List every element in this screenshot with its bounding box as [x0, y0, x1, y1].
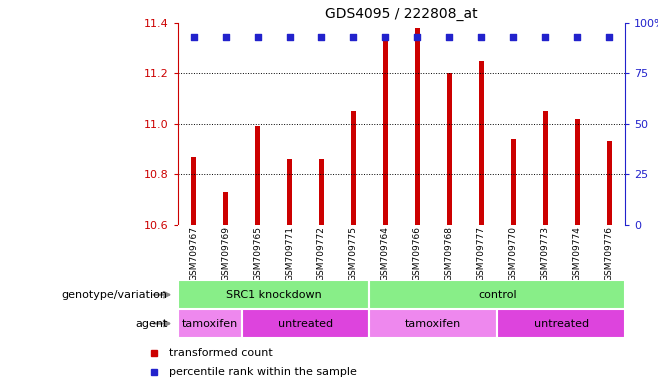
- Text: transformed count: transformed count: [168, 348, 272, 358]
- Text: percentile rank within the sample: percentile rank within the sample: [168, 367, 357, 377]
- Point: [540, 34, 551, 40]
- Text: tamoxifen: tamoxifen: [182, 318, 238, 329]
- Point: [348, 34, 359, 40]
- Bar: [447, 73, 451, 225]
- Bar: [369, 309, 497, 338]
- Bar: [241, 309, 369, 338]
- Point: [220, 34, 231, 40]
- Point: [316, 34, 327, 40]
- Bar: [351, 111, 356, 225]
- Point: [380, 34, 391, 40]
- Bar: [191, 157, 196, 225]
- Text: GSM709774: GSM709774: [572, 226, 582, 281]
- Text: GSM709776: GSM709776: [605, 226, 614, 281]
- Bar: [607, 141, 611, 225]
- Text: tamoxifen: tamoxifen: [405, 318, 461, 329]
- Bar: [543, 111, 547, 225]
- Text: genotype/variation: genotype/variation: [62, 290, 168, 300]
- Bar: [223, 192, 228, 225]
- Point: [252, 34, 263, 40]
- Point: [188, 34, 199, 40]
- Text: control: control: [478, 290, 517, 300]
- Text: GSM709767: GSM709767: [189, 226, 198, 281]
- Text: GSM709765: GSM709765: [253, 226, 262, 281]
- Title: GDS4095 / 222808_at: GDS4095 / 222808_at: [325, 7, 478, 21]
- Text: GSM709771: GSM709771: [285, 226, 294, 281]
- Point: [572, 34, 582, 40]
- Text: untreated: untreated: [278, 318, 333, 329]
- Bar: [178, 309, 241, 338]
- Point: [476, 34, 486, 40]
- Text: GSM709766: GSM709766: [413, 226, 422, 281]
- Text: GSM709769: GSM709769: [221, 226, 230, 281]
- Text: GSM709775: GSM709775: [349, 226, 358, 281]
- Bar: [415, 28, 420, 225]
- Text: GSM709768: GSM709768: [445, 226, 454, 281]
- Text: SRC1 knockdown: SRC1 knockdown: [226, 290, 321, 300]
- Text: GSM709773: GSM709773: [541, 226, 549, 281]
- Text: GSM709777: GSM709777: [477, 226, 486, 281]
- Bar: [178, 280, 369, 309]
- Text: GSM709764: GSM709764: [381, 226, 390, 281]
- Point: [444, 34, 455, 40]
- Text: GSM709772: GSM709772: [317, 226, 326, 281]
- Bar: [383, 41, 388, 225]
- Bar: [575, 119, 580, 225]
- Bar: [255, 126, 260, 225]
- Text: GSM709770: GSM709770: [509, 226, 518, 281]
- Text: untreated: untreated: [534, 318, 589, 329]
- Bar: [319, 159, 324, 225]
- Bar: [369, 280, 625, 309]
- Bar: [479, 61, 484, 225]
- Bar: [497, 309, 625, 338]
- Point: [412, 34, 422, 40]
- Bar: [511, 139, 516, 225]
- Point: [604, 34, 615, 40]
- Point: [508, 34, 519, 40]
- Point: [284, 34, 295, 40]
- Bar: [287, 159, 292, 225]
- Text: agent: agent: [136, 318, 168, 329]
